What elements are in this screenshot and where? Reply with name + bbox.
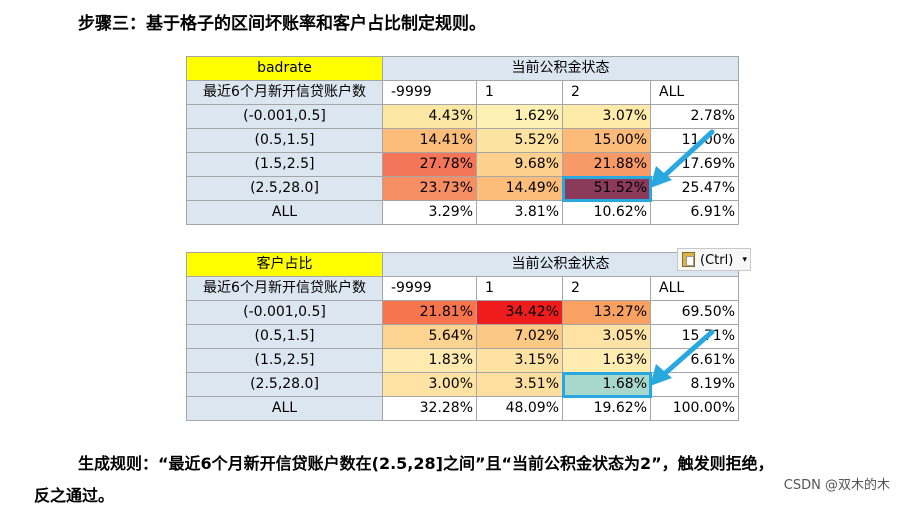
value-cell: 13.27% [562,300,651,325]
value-cell: 3.05% [562,324,651,349]
total-cell: 10.62% [562,200,651,225]
header-row: 最近6个月新开信贷账户数 -9999 1 2 ALL [186,80,739,105]
total-cell: 19.62% [562,396,651,421]
value-cell: 3.15% [476,348,563,373]
total-cell: 100.00% [650,396,739,421]
value-cell: 1.83% [382,348,477,373]
value-cell: 15.00% [562,128,651,153]
arrow-icon-bottom [650,329,715,386]
value-cell: 1.63% [562,348,651,373]
column-header: 2 [562,276,651,301]
column-header: 2 [562,80,651,105]
rule-line-2: 反之通过。 [34,486,115,505]
row-total-cell: 2.78% [650,104,739,129]
value-cell: 4.43% [382,104,477,129]
column-header: 1 [476,80,563,105]
value-cell: 23.73% [382,176,477,201]
row-label: (-0.001,0.5] [186,300,383,325]
value-cell: 21.88% [562,152,651,177]
header-row: 最近6个月新开信贷账户数 -9999 1 2 ALL [186,276,739,301]
value-cell: 3.00% [382,372,477,397]
customer-share-table: 客户占比 当前公积金状态 最近6个月新开信贷账户数 -9999 1 2 ALL (-0.001… [186,252,739,421]
row-label: (0.5,1.5] [186,128,383,153]
table-row: (1.5,2.5] 1.83% 3.15% 1.63% 6.61% [186,348,739,373]
row-label: (1.5,2.5] [186,152,383,177]
total-cell: 3.81% [476,200,563,225]
rule-line-1: 生成规则：“最近6个月新开信贷账户数在(2.5,28]之间”且“当前公积金状态为… [78,454,774,473]
table-title: badrate [186,56,383,81]
total-cell: 3.29% [382,200,477,225]
highlighted-cell: 51.52% [561,175,652,202]
row-total-cell: 15.71% [650,324,739,349]
value-cell: 7.02% [476,324,563,349]
rule-text: 生成规则：“最近6个月新开信贷账户数在(2.5,28]之间”且“当前公积金状态为… [34,448,894,512]
step-heading: 步骤三：基于格子的区间坏账率和客户占比制定规则。 [78,14,486,34]
table-row: (-0.001,0.5] 4.43% 1.62% 3.07% 2.78% [186,104,739,129]
value-cell: 27.78% [382,152,477,177]
chevron-down-icon[interactable]: ▾ [742,255,747,265]
total-row-label: ALL [186,200,383,225]
row-label: (2.5,28.0] [186,176,383,201]
value-cell: 14.49% [476,176,563,201]
value-cell: 3.07% [562,104,651,129]
total-cell: 32.28% [382,396,477,421]
highlighted-cell: 1.68% [561,371,652,398]
paste-options-button[interactable]: (Ctrl) ▾ [677,248,751,271]
table-row: (2.5,28.0] 3.00% 3.51% 1.68% 8.19% [186,371,739,398]
paste-options-label: (Ctrl) [700,253,734,268]
value-cell: 5.52% [476,128,563,153]
row-label: (0.5,1.5] [186,324,383,349]
total-row: ALL 3.29% 3.81% 10.62% 6.91% [186,200,739,225]
table-row: (-0.001,0.5] 21.81% 34.42% 13.27% 69.50% [186,300,739,325]
table-row: (1.5,2.5] 27.78% 9.68% 21.88% 17.69% [186,152,739,177]
row-label: (1.5,2.5] [186,348,383,373]
row-total-cell: 25.47% [650,176,739,201]
column-header: ALL [650,276,739,301]
row-label: (2.5,28.0] [186,372,383,397]
badrate-table: badrate 当前公积金状态 最近6个月新开信贷账户数 -9999 1 2 ALL (-0.… [186,56,739,225]
column-header: ALL [650,80,739,105]
column-group-header: 当前公积金状态 [382,56,739,81]
csdn-watermark: CSDN @双木的木 [783,478,890,493]
value-cell: 3.51% [476,372,563,397]
value-cell: 1.62% [476,104,563,129]
column-header: -9999 [382,80,477,105]
value-cell: 14.41% [382,128,477,153]
table-row: (2.5,28.0] 23.73% 14.49% 51.52% 25.47% [186,175,739,202]
value-cell: 5.64% [382,324,477,349]
column-header: -9999 [382,276,477,301]
value-cell: 9.68% [476,152,563,177]
value-cell: 34.42% [476,300,563,325]
table-title: 客户占比 [186,252,383,277]
total-row: ALL 32.28% 48.09% 19.62% 100.00% [186,396,739,421]
value-cell: 21.81% [382,300,477,325]
total-cell: 6.91% [650,200,739,225]
arrow-icon-top [650,129,715,188]
column-header: 1 [476,276,563,301]
row-header-label: 最近6个月新开信贷账户数 [186,80,383,105]
clipboard-icon [682,252,695,267]
row-total-cell: 69.50% [650,300,739,325]
row-label: (-0.001,0.5] [186,104,383,129]
total-cell: 48.09% [476,396,563,421]
table-title-row: badrate 当前公积金状态 [186,56,739,81]
table-title-row: 客户占比 当前公积金状态 [186,252,739,277]
row-header-label: 最近6个月新开信贷账户数 [186,276,383,301]
total-row-label: ALL [186,396,383,421]
